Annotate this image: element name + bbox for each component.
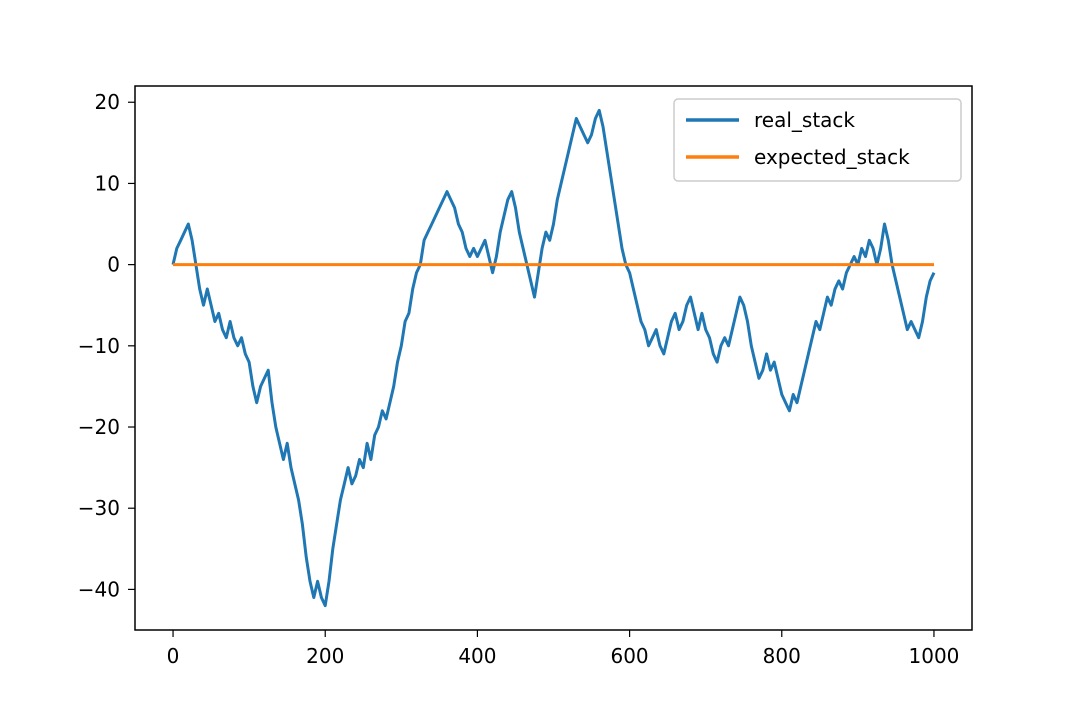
x-tick-label: 1000 <box>909 644 960 668</box>
series-line-real-stack <box>171 108 936 608</box>
x-tick-label: 0 <box>167 644 180 668</box>
x-tick-label: 400 <box>458 644 496 668</box>
y-axis: 20 10 0 −10 −20 −30 −40 <box>78 90 135 601</box>
y-tick-label: 20 <box>95 90 120 114</box>
legend-box <box>673 98 962 182</box>
y-tick-label: −10 <box>78 334 120 358</box>
legend-label-real-stack: real_stack <box>754 108 855 132</box>
x-tick-label: 200 <box>306 644 344 668</box>
y-tick-label: 10 <box>95 171 120 195</box>
x-tick-label: 800 <box>763 644 801 668</box>
y-tick-label: −40 <box>78 577 120 601</box>
legend: real_stack expected_stack <box>673 98 962 182</box>
x-tick-label: 600 <box>610 644 648 668</box>
y-tick-label: 0 <box>107 253 120 277</box>
series-layer <box>171 108 936 608</box>
y-tick-label: −20 <box>78 415 120 439</box>
legend-label-expected-stack: expected_stack <box>754 145 910 169</box>
y-tick-label: −30 <box>78 496 120 520</box>
x-axis: 0 200 400 600 800 1000 <box>167 630 960 668</box>
